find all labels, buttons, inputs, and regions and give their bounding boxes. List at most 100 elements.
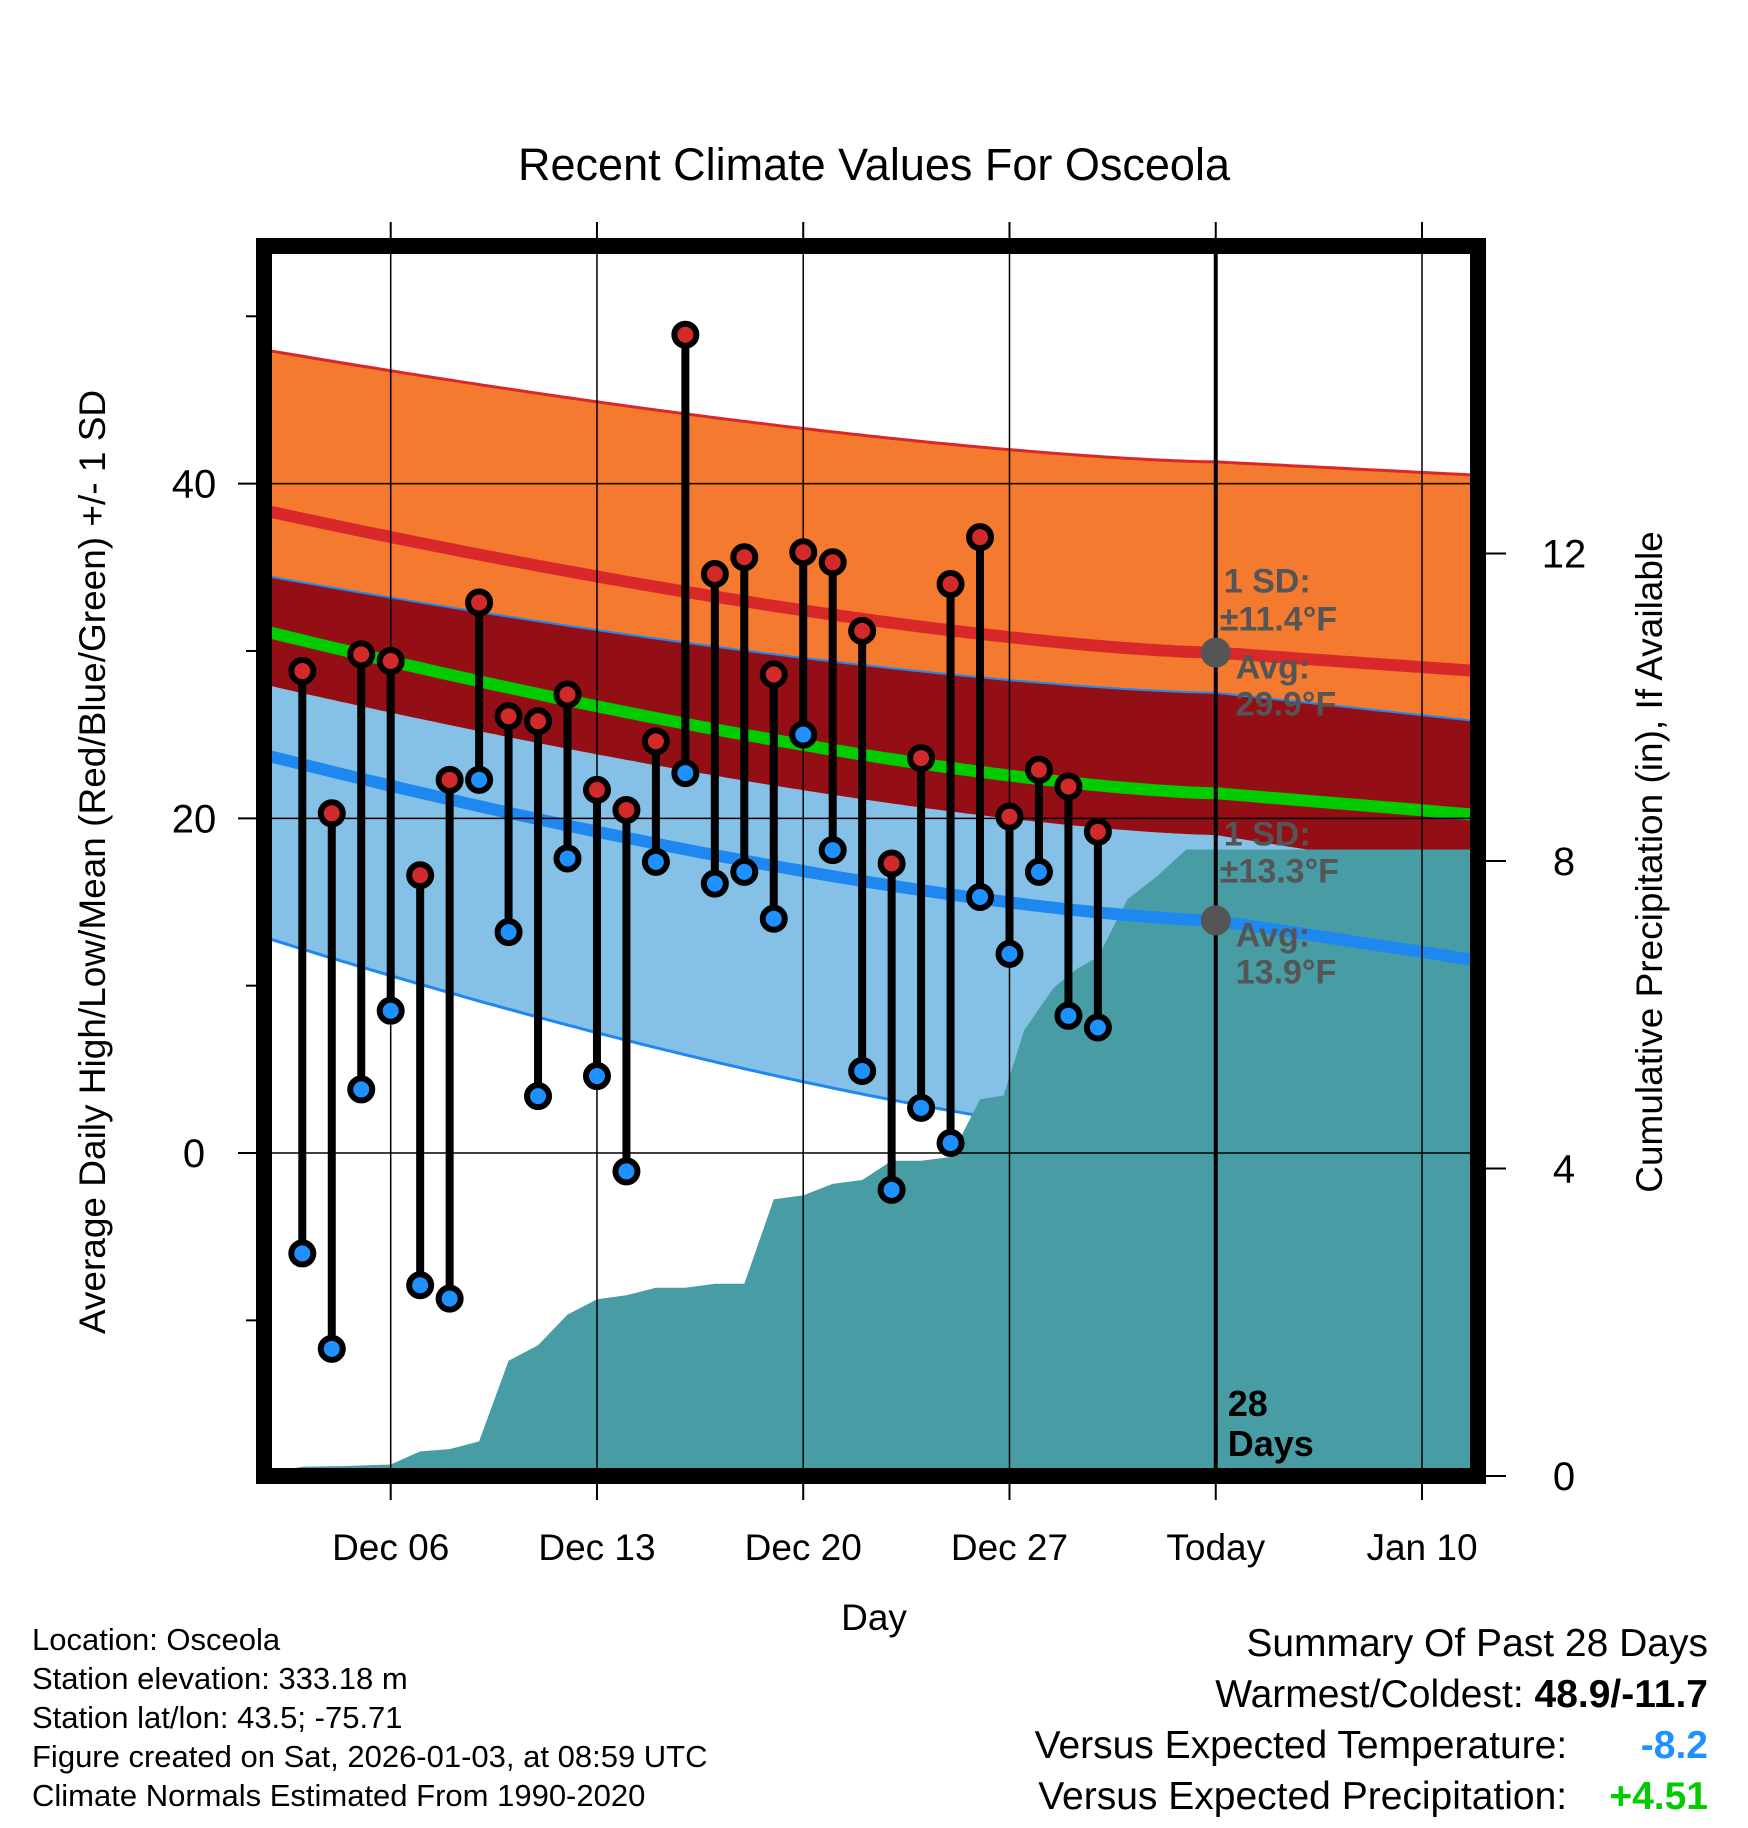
daily-high-point bbox=[671, 320, 700, 349]
daily-high-point bbox=[700, 560, 729, 588]
summary-temp-label: Versus Expected Temperature: bbox=[1034, 1724, 1568, 1767]
daily-low-point bbox=[848, 1057, 877, 1086]
chart-title: Recent Climate Values For Osceola bbox=[518, 139, 1231, 190]
daily-low-point bbox=[671, 759, 700, 788]
daily-high-point bbox=[317, 799, 346, 828]
x-tick-label: Jan 10 bbox=[1366, 1527, 1477, 1568]
high-lower-line bbox=[264, 574, 1478, 723]
daily-high-point bbox=[1024, 755, 1053, 784]
daily-high-point bbox=[907, 744, 936, 773]
daily-high-point bbox=[966, 523, 995, 552]
daily-high-point bbox=[789, 538, 818, 567]
daily-low-point bbox=[347, 1075, 376, 1104]
daily-low-point bbox=[582, 1062, 611, 1091]
daily-low-point bbox=[877, 1175, 906, 1204]
daily-high-point bbox=[1083, 817, 1112, 846]
daily-low-point bbox=[288, 1239, 317, 1268]
daily-high-point bbox=[347, 640, 376, 669]
low-avg-line bbox=[264, 748, 1478, 967]
high-avg-today-marker bbox=[1200, 637, 1231, 668]
daily-low-point bbox=[700, 869, 729, 898]
summary-precip-label: Versus Expected Precipitation: bbox=[1038, 1775, 1568, 1818]
y-tick-label-right: 0 bbox=[1553, 1455, 1575, 1499]
daily-low-point bbox=[995, 939, 1024, 968]
daily-low-point bbox=[494, 918, 523, 947]
daily-high-point bbox=[995, 802, 1024, 831]
daily-low-point bbox=[524, 1082, 553, 1111]
summary-title: Summary Of Past 28 Days bbox=[1246, 1622, 1708, 1665]
mean-avg-line bbox=[264, 625, 1478, 821]
daily-low-point bbox=[641, 847, 670, 876]
high-avg-line bbox=[264, 504, 1478, 678]
y-axis-label-left: Average Daily High/Low/Mean (Red/Blue/Gr… bbox=[72, 390, 113, 1334]
info-elevation: Station elevation: 333.18 m bbox=[32, 1661, 408, 1696]
daily-high-point bbox=[759, 660, 788, 689]
daily-low-point bbox=[907, 1093, 936, 1122]
y-tick-label-left: 20 bbox=[172, 797, 217, 841]
daily-high-point bbox=[1054, 772, 1083, 801]
y-axis-label-right: Cumulative Precipitation (in), If Availa… bbox=[1629, 531, 1670, 1193]
daily-low-point bbox=[435, 1284, 464, 1313]
daily-low-point bbox=[317, 1334, 346, 1363]
plot-frame bbox=[256, 238, 1486, 1484]
low-avg-today-marker bbox=[1200, 905, 1231, 936]
daily-low-point bbox=[818, 836, 847, 865]
high-sd-value: ±11.4°F bbox=[1220, 601, 1337, 639]
y-tick-label-right: 8 bbox=[1553, 840, 1575, 884]
daily-low-point bbox=[1083, 1013, 1112, 1042]
daily-high-point bbox=[553, 680, 582, 709]
daily-high-point bbox=[730, 543, 759, 572]
low-sd-value: ±13.3°F bbox=[1220, 852, 1339, 890]
low-avg-label: Avg: bbox=[1236, 916, 1310, 954]
x-tick-label: Dec 13 bbox=[538, 1527, 655, 1568]
high-upper-line bbox=[264, 348, 1478, 477]
y-tick-label-left: 40 bbox=[172, 463, 217, 507]
daily-low-point bbox=[936, 1128, 965, 1157]
x-tick-label: Dec 06 bbox=[332, 1527, 449, 1568]
low-sd-label: 1 SD: bbox=[1224, 815, 1311, 853]
overlap-sd-band bbox=[264, 575, 1478, 877]
x-tick-label: Today bbox=[1166, 1527, 1265, 1568]
daily-low-point bbox=[759, 904, 788, 933]
high-avg-value: 29.9°F bbox=[1236, 686, 1337, 724]
daily-low-point bbox=[1024, 857, 1053, 886]
daily-low-point bbox=[612, 1157, 641, 1186]
summary-panel: Summary Of Past 28 Days Warmest/Coldest:… bbox=[1035, 1618, 1708, 1822]
low-avg-value: 13.9°F bbox=[1236, 953, 1337, 991]
summary-temp-row: Versus Expected Temperature: -8.2 bbox=[1035, 1720, 1708, 1771]
daily-high-point bbox=[818, 548, 847, 577]
daily-high-point bbox=[641, 727, 670, 756]
summary-temp-value: -8.2 bbox=[1640, 1724, 1708, 1767]
daily-high-point bbox=[524, 707, 553, 736]
x-tick-label: Dec 27 bbox=[951, 1527, 1068, 1568]
info-latlon: Station lat/lon: 43.5; -75.71 bbox=[32, 1700, 403, 1735]
daily-low-point bbox=[376, 996, 405, 1025]
daily-high-point bbox=[936, 570, 965, 599]
daily-low-point bbox=[966, 882, 995, 911]
daily-low-point bbox=[1054, 1001, 1083, 1030]
summary-precip-value: +4.51 bbox=[1609, 1775, 1708, 1818]
daily-low-point bbox=[789, 720, 818, 749]
station-info: Location: Osceola Station elevation: 333… bbox=[32, 1620, 708, 1815]
daily-high-point bbox=[376, 647, 405, 676]
summary-precip-row: Versus Expected Precipitation: +4.51 bbox=[1035, 1771, 1708, 1822]
daily-high-point bbox=[465, 588, 494, 617]
daily-low-point bbox=[406, 1271, 435, 1300]
precipitation-area bbox=[272, 849, 1478, 1476]
daily-high-point bbox=[406, 861, 435, 890]
daily-high-point bbox=[435, 765, 464, 794]
high-avg-label: Avg: bbox=[1236, 649, 1310, 687]
daily-low-point bbox=[730, 857, 759, 886]
summary-warmest-value: 48.9/-11.7 bbox=[1534, 1673, 1708, 1716]
info-created: Figure created on Sat, 2026-01-03, at 08… bbox=[32, 1739, 708, 1774]
high-sd-label: 1 SD: bbox=[1224, 563, 1311, 601]
summary-warmest-label: Warmest/Coldest: bbox=[1215, 1673, 1524, 1716]
info-normals: Climate Normals Estimated From 1990-2020 bbox=[32, 1778, 646, 1813]
x-tick-label: Dec 20 bbox=[745, 1527, 862, 1568]
daily-high-point bbox=[582, 775, 611, 804]
days-word: Days bbox=[1228, 1423, 1314, 1464]
x-axis-label: Day bbox=[841, 1597, 907, 1638]
daily-low-point bbox=[465, 765, 494, 794]
y-tick-label-left: 0 bbox=[183, 1132, 205, 1176]
